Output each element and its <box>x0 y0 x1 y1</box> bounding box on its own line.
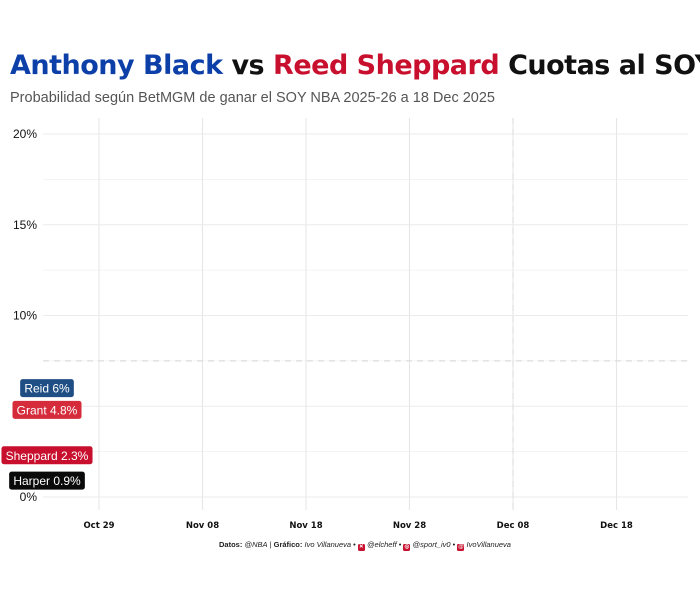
caption-datos-value: @NBA <box>244 540 268 549</box>
series-label-box <box>9 471 85 490</box>
caption-handle-1: @elcheff <box>366 540 397 549</box>
series-label: Grant 4.8% <box>12 400 82 419</box>
chart-subtitle: Probabilidad según BetMGM de ganar el SO… <box>10 90 495 106</box>
series-label: Harper 0.9% <box>9 471 85 490</box>
reference-lines <box>43 118 688 510</box>
x-axis-ticks: Oct 29 Nov 08 Nov 18 Nov 28 Dec 08 Dec 18 <box>83 521 632 531</box>
series-end-labels: Reid 6% Grant 4.8% Sheppard 2.3% Harper 0.9… <box>1 379 93 490</box>
chart-caption: Datos: @NBA | Gráfico: Ivo Villanueva • … <box>0 540 700 551</box>
caption-separator: | <box>267 540 274 549</box>
series-label-text: Reid 6% <box>24 382 70 396</box>
instagram-icon: ◎ <box>403 544 411 551</box>
x-tick-label: Nov 08 <box>186 521 219 531</box>
series-label-text: Grant 4.8% <box>17 403 78 417</box>
y-tick-label: 10% <box>13 309 37 323</box>
series-label-text: Sheppard 2.3% <box>6 449 89 463</box>
title-player2: Reed Sheppard <box>273 50 500 81</box>
series-label-box <box>20 379 74 398</box>
caption-grafico-label: Gráfico: <box>273 540 303 549</box>
threads-icon: @ <box>457 544 465 551</box>
series-label-box <box>1 446 93 465</box>
series-label: Reid 6% <box>20 379 74 398</box>
caption-grafico-value: Ivo Villanueva <box>304 540 352 549</box>
caption-dot-3: • <box>450 540 458 549</box>
caption-datos-label: Datos: <box>219 540 243 549</box>
x-tick-label: Oct 29 <box>83 521 114 531</box>
minor-grid <box>43 178 688 453</box>
series-label-text: Harper 0.9% <box>13 474 81 488</box>
y-tick-label: 0% <box>20 490 38 504</box>
x-icon: ✕ <box>357 544 365 551</box>
title-rest: Cuotas al SOY <box>499 50 700 81</box>
caption-handle-3: IvoVillanueva <box>466 540 511 549</box>
caption-dot-1: • <box>351 540 358 549</box>
title-player1: Anthony Black <box>10 50 223 81</box>
series-label: Sheppard 2.3% <box>1 446 93 465</box>
series-label-box <box>12 400 82 419</box>
y-tick-label: 20% <box>13 127 37 141</box>
x-tick-label: Dec 18 <box>600 521 633 531</box>
caption-dot-2: • <box>396 540 404 549</box>
major-grid <box>43 118 688 510</box>
x-tick-label: Nov 18 <box>289 521 322 531</box>
x-tick-label: Nov 28 <box>393 521 426 531</box>
chart-title: Anthony Black vs Reed Sheppard Cuotas al… <box>10 50 700 81</box>
caption-handle-2: @sport_iv0 <box>412 540 451 549</box>
y-tick-label: 15% <box>13 218 37 232</box>
x-tick-label: Dec 08 <box>497 521 530 531</box>
title-vs: vs <box>222 50 274 81</box>
